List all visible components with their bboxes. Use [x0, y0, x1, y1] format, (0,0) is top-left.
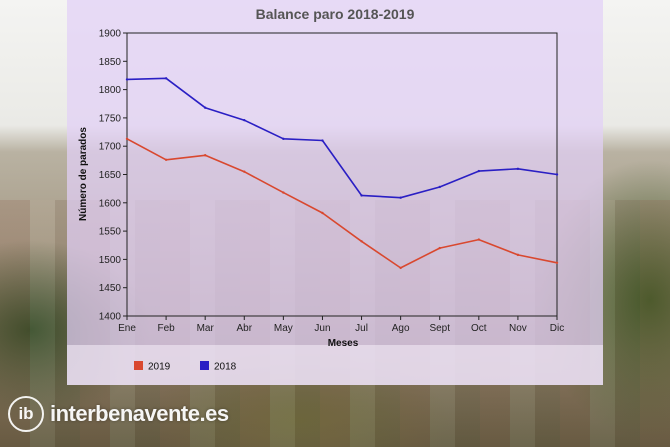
legend: 2019 2018 [134, 361, 237, 373]
data-point-2018 [164, 77, 168, 80]
x-axis: Ene Feb Mar Abr May Jun Jul Ago Sept Oct Nov Dic [118, 316, 564, 334]
data-point-2018 [399, 196, 402, 199]
series-lines [125, 77, 559, 270]
plot-frame [126, 32, 558, 317]
plot-area [126, 32, 558, 317]
x-tick-label: May [274, 323, 293, 334]
x-tick-label: Dic [550, 323, 564, 334]
series-line-2018 [126, 77, 558, 199]
data-point-2018 [477, 169, 481, 173]
data-point-2018 [125, 78, 129, 81]
data-point-2018 [555, 173, 559, 176]
x-tick-label: Abr [236, 323, 252, 334]
chart-panel [67, 0, 603, 385]
legend-label-2018: 2018 [214, 362, 237, 373]
x-tick-label: Nov [509, 323, 527, 334]
y-tick-label: 1850 [99, 57, 122, 68]
x-tick-label: Ago [392, 323, 410, 334]
data-point-2018 [203, 106, 207, 109]
data-point-2019 [125, 137, 129, 141]
legend-strip [67, 345, 603, 385]
data-point-2018 [438, 185, 441, 189]
series-line-2019 [126, 138, 558, 269]
site-logo-icon: ib [8, 396, 44, 432]
y-tick-label: 1450 [99, 283, 122, 294]
x-tick-label: Sept [429, 323, 450, 334]
data-point-2018 [282, 137, 285, 141]
x-tick-label: Oct [471, 323, 487, 334]
data-point-2019 [282, 191, 285, 194]
y-tick-label: 1650 [99, 170, 122, 181]
data-point-2019 [321, 211, 324, 215]
data-point-2019 [360, 240, 363, 243]
y-tick-label: 1700 [99, 142, 122, 153]
y-axis-label: Número de parados [78, 127, 89, 221]
x-tick-label: Jun [314, 323, 330, 334]
x-tick-label: Feb [157, 323, 175, 334]
x-axis-label: Meses [328, 338, 359, 349]
site-watermark-text: interbenavente.es [50, 401, 229, 426]
y-axis: 1400 1450 1500 1550 1600 1650 1700 1750 1800 1850… [99, 29, 127, 323]
y-tick-label: 1900 [99, 29, 122, 40]
data-point-2019 [477, 238, 481, 241]
y-tick-label: 1550 [99, 227, 122, 238]
data-point-2019 [243, 170, 246, 173]
data-point-2018 [321, 139, 324, 142]
legend-label-2019: 2019 [148, 362, 171, 373]
y-tick-label: 1500 [99, 255, 122, 266]
data-point-2019 [203, 154, 207, 157]
data-point-2019 [516, 253, 520, 257]
chart-title: Balance paro 2018-2019 [256, 6, 415, 22]
data-point-2019 [399, 266, 402, 270]
y-tick-label: 1750 [99, 113, 122, 124]
data-point-2018 [243, 118, 246, 122]
x-tick-label: Mar [197, 323, 215, 334]
site-watermark: ib interbenavente.es [8, 393, 229, 435]
data-point-2019 [164, 158, 168, 161]
y-tick-label: 1800 [99, 85, 122, 96]
data-point-2019 [438, 246, 441, 250]
x-tick-label: Ene [118, 323, 136, 334]
y-tick-label: 1600 [99, 198, 122, 209]
legend-swatch-2019 [134, 361, 143, 370]
x-tick-label: Jul [355, 323, 368, 334]
data-point-2018 [516, 167, 520, 171]
legend-swatch-2018 [200, 361, 209, 370]
y-tick-label: 1400 [99, 312, 122, 323]
data-point-2019 [555, 261, 559, 264]
data-point-2018 [360, 194, 363, 197]
